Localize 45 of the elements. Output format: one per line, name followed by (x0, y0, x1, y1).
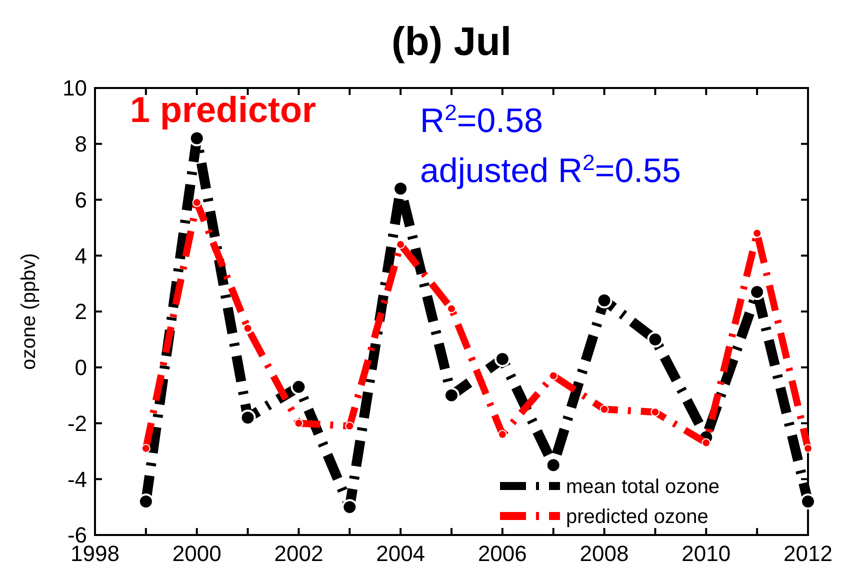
point (650, 408, 660, 417)
y-tick-label: 4 (74, 243, 87, 268)
y-tick-label: -2 (67, 410, 87, 436)
chart-title: (b) Jul (392, 20, 512, 64)
point (392, 180, 409, 197)
point (752, 228, 762, 238)
y-tick-label: 0 (74, 355, 87, 380)
x-tick-label: 2008 (580, 541, 629, 566)
point (188, 130, 205, 146)
point (240, 410, 256, 426)
point (800, 493, 816, 510)
x-tick-label: 2010 (682, 541, 731, 566)
y-tick-label: 6 (74, 187, 87, 212)
x-tick-label: 2002 (274, 541, 324, 566)
point (141, 444, 150, 453)
point (600, 404, 609, 414)
point (444, 387, 460, 404)
point (804, 444, 812, 453)
point (596, 292, 612, 308)
annotation: adjusted R$^{2}$=0.55 (420, 150, 681, 190)
y-tick-label: 8 (74, 132, 87, 157)
x-tick-label: 2012 (784, 541, 832, 566)
point (290, 378, 307, 395)
legend-label: predicted ozone (566, 506, 708, 528)
x-tick-label: 2004 (376, 541, 426, 566)
point (498, 430, 507, 439)
legend-label: mean total ozone (566, 476, 720, 498)
x-tick-label: 2006 (478, 541, 527, 566)
point (447, 304, 456, 314)
point (294, 418, 304, 428)
point (548, 371, 558, 380)
point (243, 324, 252, 333)
y-tick-label: 2 (74, 299, 87, 324)
point (647, 331, 664, 348)
y-tick-label: 10 (62, 76, 87, 101)
point (342, 499, 358, 516)
x-tick-label: 2000 (172, 541, 222, 566)
point (702, 438, 711, 448)
point (545, 457, 562, 474)
y-tick-label: -4 (67, 466, 87, 492)
annotation: R$^{2}$=0.58 (420, 100, 543, 140)
point (192, 198, 202, 208)
annotation: 1 predictor (130, 89, 316, 130)
y-axis-title: ozone (ppbv) (18, 253, 40, 370)
point (138, 493, 154, 510)
